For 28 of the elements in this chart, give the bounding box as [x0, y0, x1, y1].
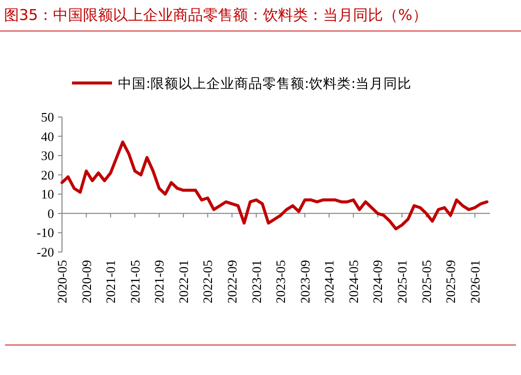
x-tick-label: 2022-09: [224, 260, 240, 304]
x-tick-label: 2025-09: [443, 260, 458, 304]
y-tick-label: -20: [36, 244, 54, 260]
y-tick-label: 0: [48, 206, 54, 221]
legend: 中国:限额以上企业商品零售额:饮料类:当月同比: [72, 76, 412, 92]
y-tick-label: 50: [41, 110, 54, 124]
x-tick-label: 2022-05: [200, 260, 216, 304]
x-tick-label: 2025-05: [418, 260, 434, 304]
x-tick-label: 2020-09: [78, 260, 94, 304]
x-tick-label: 2023-01: [248, 260, 264, 304]
y-tick-label: 10: [41, 186, 54, 202]
x-tick-label: 2023-05: [273, 260, 288, 304]
x-tick-label: 2021-09: [152, 260, 167, 304]
y-tick-label: -10: [36, 225, 54, 240]
x-tick-label: 2024-09: [370, 260, 386, 304]
x-tick-label: 2026-01: [467, 260, 482, 304]
x-tick-label: 2021-01: [103, 260, 118, 304]
x-tick-label: 2021-05: [127, 260, 142, 304]
x-tick-label: 2024-01: [322, 260, 337, 304]
y-tick-label: 30: [41, 148, 54, 164]
x-tick-label: 2025-01: [394, 260, 410, 304]
title: 图35：中国限额以上企业商品零售额：饮料类：当月同比（%）: [4, 6, 428, 24]
x-tick-label: 2023-09: [297, 260, 312, 304]
y-tick-label: 20: [41, 167, 54, 182]
x-tick-label: 2022-01: [176, 260, 191, 304]
x-tick-label: 2024-05: [346, 260, 361, 304]
y-tick-label: 40: [41, 128, 54, 144]
x-tick-label: 2020-05: [54, 260, 70, 304]
